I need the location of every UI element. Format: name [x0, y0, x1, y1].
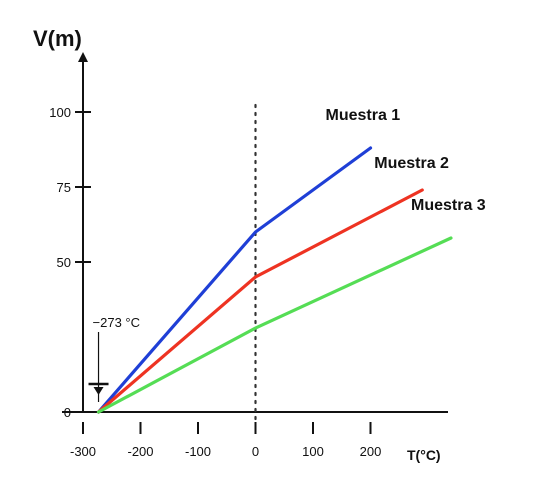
x-tick-label: 100 — [302, 444, 324, 459]
ticks: -300 -200 -100 0 100 200 0 50 75 100 — [49, 105, 381, 459]
x-tick-label: -200 — [127, 444, 153, 459]
labels-group: Muestra 1 Muestra 2 Muestra 3 — [326, 107, 486, 214]
reference-line-group: −273 °C — [88, 103, 257, 424]
x-tick-label: 0 — [252, 444, 259, 459]
x-tick-label: 200 — [360, 444, 382, 459]
x-axis-title: T(°C) — [407, 447, 441, 463]
series-label: Muestra 2 — [374, 155, 449, 172]
x-tick-label: -300 — [70, 444, 96, 459]
y-tick-label: 50 — [57, 255, 71, 270]
y-tick-label: 100 — [49, 105, 71, 120]
series-line — [96, 236, 453, 414]
y-axis-arrow — [78, 52, 88, 62]
y-axis-title: V(m) — [33, 26, 82, 51]
series-label: Muestra 1 — [326, 107, 401, 124]
series-line — [96, 146, 373, 414]
annotation-arrowhead — [93, 387, 104, 395]
axes — [62, 52, 448, 413]
series-line — [96, 188, 424, 414]
annotation-label: −273 °C — [93, 315, 140, 330]
series-label: Muestra 3 — [411, 197, 486, 214]
x-tick-label: -100 — [185, 444, 211, 459]
y-tick-label: 0 — [64, 405, 71, 420]
series-group — [96, 146, 453, 414]
y-tick-label: 75 — [57, 180, 71, 195]
